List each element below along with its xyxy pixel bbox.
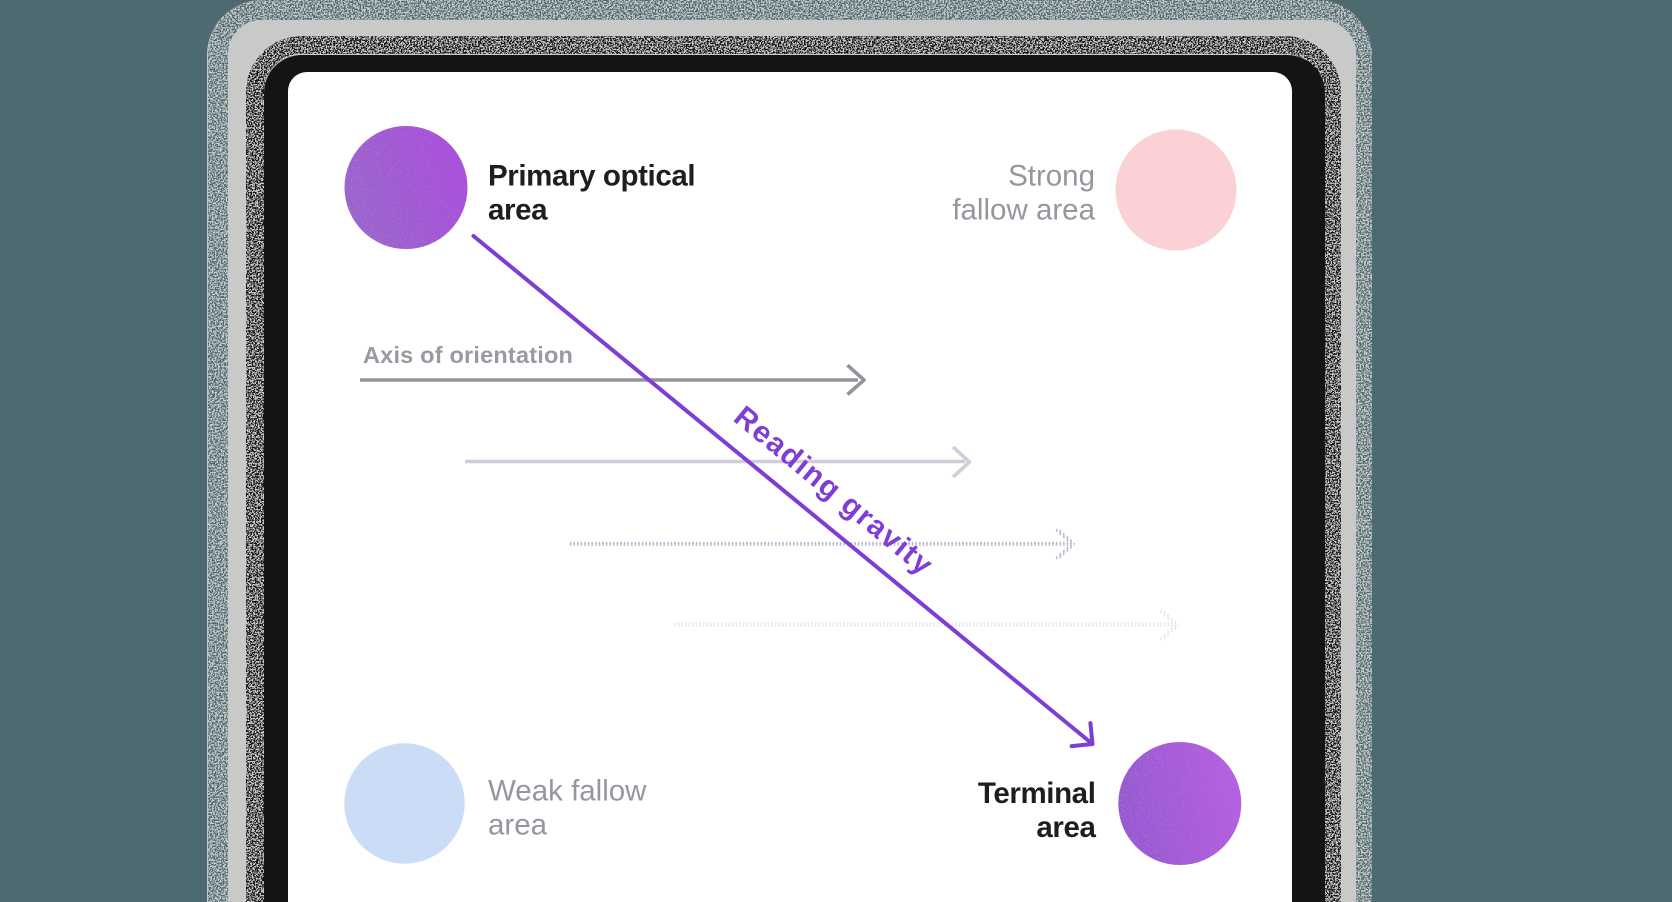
svg-text:Primary optical: Primary optical [488, 160, 695, 193]
svg-text:Axis of orientation: Axis of orientation [363, 342, 573, 368]
svg-text:Weak fallow: Weak fallow [488, 775, 647, 808]
svg-text:fallow area: fallow area [952, 194, 1095, 227]
svg-text:Terminal: Terminal [978, 777, 1096, 810]
svg-text:area: area [488, 194, 548, 227]
svg-text:area: area [1036, 811, 1096, 844]
svg-text:Strong: Strong [1008, 160, 1095, 193]
svg-text:area: area [488, 809, 548, 842]
